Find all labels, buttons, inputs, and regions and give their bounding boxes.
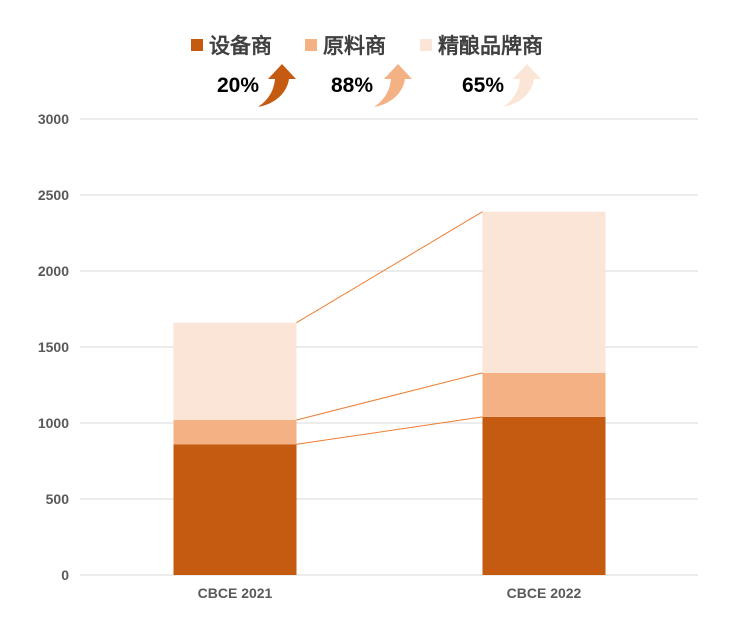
bar-segment-2-2 bbox=[482, 372, 606, 417]
growth-indicators: 20% 88% 65% bbox=[217, 64, 541, 107]
connector-line-2 bbox=[296, 372, 483, 421]
connector-line-1 bbox=[296, 416, 483, 445]
growth-percent-label: 88% bbox=[331, 74, 373, 97]
bar-segment-3-2 bbox=[482, 211, 606, 373]
bar-segment-2-1 bbox=[173, 419, 297, 445]
x-axis-ticks: CBCE 2021 CBCE 2022 bbox=[198, 585, 582, 601]
bar-segment-1-1 bbox=[173, 444, 297, 575]
legend-swatch bbox=[305, 39, 317, 51]
y-tick-label: 2500 bbox=[38, 187, 69, 203]
connector-line-3 bbox=[296, 211, 483, 324]
y-tick-label: 3000 bbox=[38, 111, 69, 127]
bar-segment-1-2 bbox=[482, 416, 606, 575]
growth-percent-label: 65% bbox=[462, 74, 504, 97]
x-tick-label: CBCE 2022 bbox=[507, 585, 582, 601]
y-tick-label: 0 bbox=[61, 567, 69, 583]
legend-swatch bbox=[420, 39, 432, 51]
bar-segment-3-1 bbox=[173, 322, 297, 420]
legend-swatch bbox=[191, 39, 203, 51]
growth-arrow-up-icon bbox=[503, 64, 541, 107]
growth-percent-label: 20% bbox=[217, 74, 259, 97]
legend-label: 设备商 bbox=[209, 34, 272, 58]
growth-arrow-up-icon bbox=[258, 64, 296, 107]
growth-arrow-up-icon bbox=[374, 64, 412, 107]
legend-label: 原料商 bbox=[323, 34, 386, 58]
connector-lines bbox=[296, 211, 483, 445]
x-tick-label: CBCE 2021 bbox=[198, 585, 273, 601]
y-tick-label: 500 bbox=[46, 491, 70, 507]
legend-label: 精酿品牌商 bbox=[438, 34, 543, 58]
y-tick-label: 1500 bbox=[38, 339, 69, 355]
legend: 设备商 原料商 精酿品牌商 bbox=[191, 34, 543, 58]
bars bbox=[173, 211, 606, 575]
y-axis-ticks: 0 500 1000 1500 2000 2500 3000 bbox=[38, 111, 69, 583]
y-tick-label: 1000 bbox=[38, 415, 69, 431]
y-tick-label: 2000 bbox=[38, 263, 69, 279]
